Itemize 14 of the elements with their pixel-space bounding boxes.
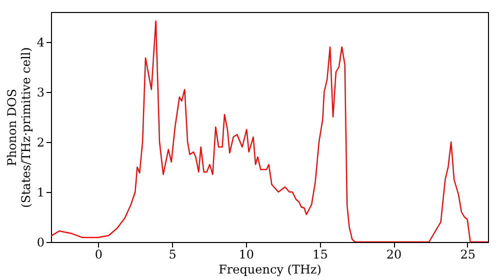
line-series — [51, 20, 488, 242]
x-tick-label: 15 — [312, 248, 328, 262]
y-tick-label: 2 — [36, 136, 44, 150]
y-axis-title: Phonon DOS (States/THz·primitive cell) — [4, 47, 33, 208]
y-tick-label: 1 — [36, 186, 44, 200]
x-tick-label: 5 — [168, 248, 176, 262]
x-tick-label: 0 — [94, 248, 103, 262]
y-tick-label: 0 — [36, 236, 44, 250]
y-tick-label: 3 — [36, 86, 44, 100]
x-axis-title: Frequency (THz) — [218, 262, 322, 276]
x-tick-label: 10 — [238, 248, 254, 262]
x-tick-label: 25 — [460, 248, 476, 262]
x-tick-label: 20 — [386, 248, 402, 262]
y-tick-label: 4 — [36, 36, 45, 50]
